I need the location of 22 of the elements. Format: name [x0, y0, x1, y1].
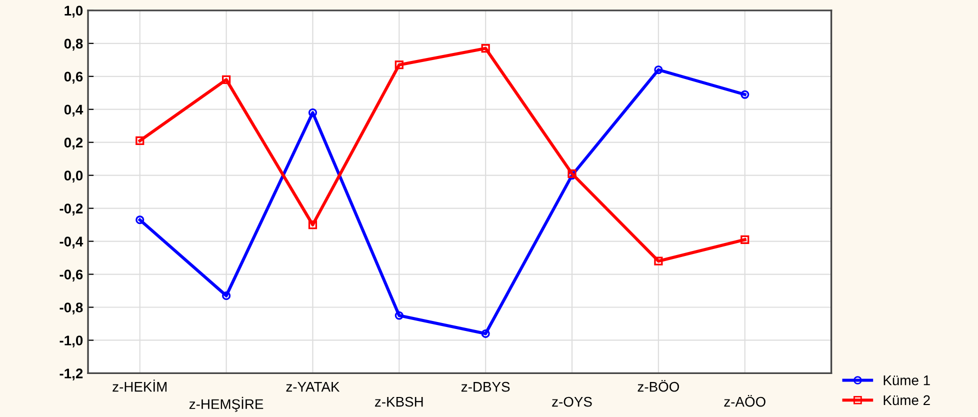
y-tick-label: 1,0	[64, 6, 83, 18]
y-tick-label: -1,0	[60, 336, 83, 348]
x-tick-label: z-DBYS	[461, 382, 510, 392]
y-tick-label: -1,2	[60, 368, 83, 380]
y-tick-label: -0,8	[60, 302, 83, 314]
x-tick-label: z-KBSH	[375, 396, 423, 407]
y-tick-label: 0,6	[64, 72, 83, 84]
x-tick-label: z-YATAK	[286, 382, 340, 392]
y-tick-label: 0,2	[64, 138, 83, 150]
y-tick-label: 0,4	[64, 104, 84, 117]
x-tick-label: z-AÖO	[724, 394, 766, 407]
y-tick-label: -0,6	[60, 270, 83, 282]
legend-label: Küme 2	[884, 395, 930, 406]
y-tick-label: 0,8	[64, 38, 83, 51]
legend-label: Küme 1	[884, 376, 930, 386]
y-tick-label: -0,2	[60, 204, 83, 216]
y-tick-label: -0,4	[60, 236, 84, 248]
x-tick-label: z-OYS	[552, 396, 592, 407]
x-tick-label: z-HEKİM	[112, 380, 167, 392]
y-tick-label: 0,0	[64, 170, 83, 183]
x-tick-label: z-BÖO	[638, 380, 679, 392]
x-tick-label: z-HEMŞİRE	[189, 396, 264, 412]
